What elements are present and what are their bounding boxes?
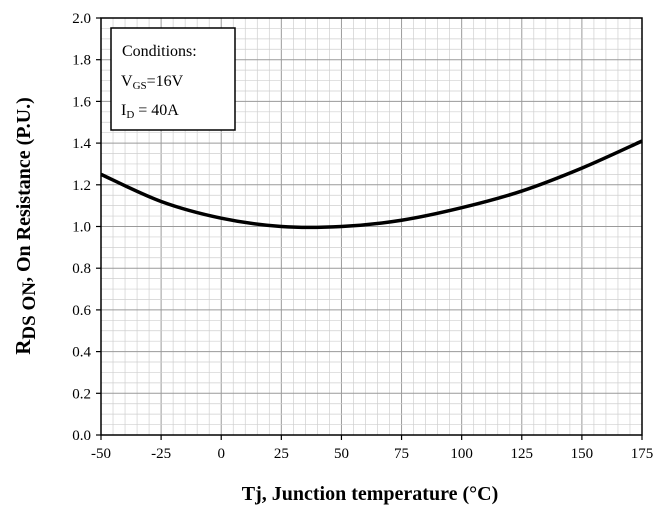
- conditions-title: Conditions:: [122, 43, 197, 60]
- x-tick-label: 50: [334, 446, 349, 462]
- x-tick-label: 175: [631, 446, 654, 462]
- y-tick-label: 1.6: [72, 94, 91, 110]
- series-line: [100, 139, 643, 230]
- x-tick-label: 25: [274, 446, 289, 462]
- x-tick-label: 100: [450, 446, 473, 462]
- y-tick-label: 0.4: [72, 345, 91, 361]
- y-axis: 0.0 0.2 0.4 0.6 0.8 1.0 1.2 1.4 1.6 1.8 2.0: [72, 11, 101, 444]
- y-axis-title: RDS ON, On Resistance (P.U.): [11, 97, 40, 355]
- y-tick-label: 2.0: [72, 11, 91, 27]
- x-tick-label: 75: [394, 446, 409, 462]
- series-layer: [100, 139, 643, 230]
- y-tick-label: 0.6: [72, 303, 91, 319]
- conditions-box: Conditions: VGS=16V ID = 40A: [110, 27, 236, 131]
- condition-id: ID = 40A: [121, 102, 179, 121]
- x-tick-label: -50: [91, 446, 111, 462]
- x-tick-label: 150: [571, 446, 594, 462]
- conditions-box-frame: [110, 27, 236, 131]
- y-tick-label: 1.2: [72, 178, 91, 194]
- x-tick-label: 0: [217, 446, 225, 462]
- y-tick-label: 1.0: [72, 220, 91, 236]
- x-tick-label: 125: [511, 446, 534, 462]
- y-tick-label: 0.2: [72, 386, 91, 402]
- y-tick-label: 0.8: [72, 261, 91, 277]
- y-tick-label: 1.4: [72, 136, 91, 152]
- x-axis: -50 -25 0 25 50 75 100 125 150 175: [91, 435, 653, 462]
- y-tick-label: 1.8: [72, 53, 91, 69]
- y-tick-label: 0.0: [72, 428, 91, 444]
- condition-vgs: VGS=16V: [121, 73, 184, 92]
- x-axis-title: Tj, Junction temperature (°C): [242, 483, 498, 505]
- x-tick-label: -25: [151, 446, 171, 462]
